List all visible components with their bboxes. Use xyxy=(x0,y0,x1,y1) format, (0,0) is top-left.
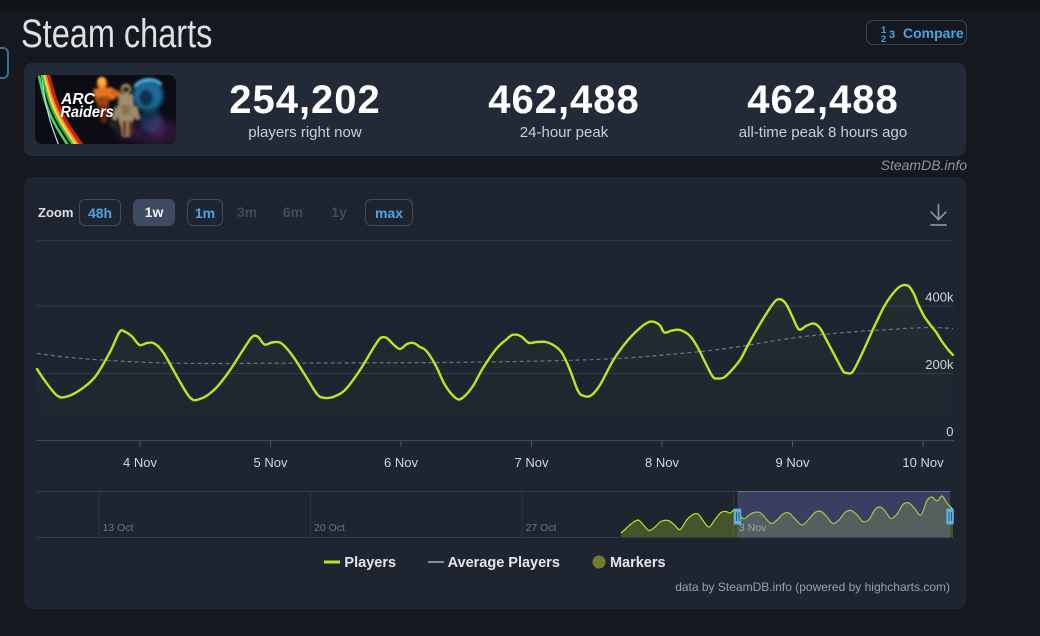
svg-text:1: 1 xyxy=(881,25,887,36)
svg-text:4 Nov: 4 Nov xyxy=(123,455,157,470)
svg-text:3 Nov: 3 Nov xyxy=(739,522,767,534)
svg-text:6 Nov: 6 Nov xyxy=(384,455,418,470)
svg-text:13 Oct: 13 Oct xyxy=(103,522,134,534)
svg-text:20 Oct: 20 Oct xyxy=(314,522,345,534)
svg-text:8 Nov: 8 Nov xyxy=(645,455,679,470)
svg-text:2: 2 xyxy=(881,34,886,43)
svg-text:9 Nov: 9 Nov xyxy=(776,455,810,470)
svg-text:5 Nov: 5 Nov xyxy=(254,455,288,470)
svg-text:3: 3 xyxy=(889,29,895,41)
svg-text:Raiders: Raiders xyxy=(60,104,113,122)
svg-text:7 Nov: 7 Nov xyxy=(515,455,549,470)
svg-text:10 Nov: 10 Nov xyxy=(902,455,944,470)
svg-text:27 Oct: 27 Oct xyxy=(526,522,557,534)
svg-text:ARC: ARC xyxy=(60,91,95,108)
svg-text:400k: 400k xyxy=(925,290,954,305)
